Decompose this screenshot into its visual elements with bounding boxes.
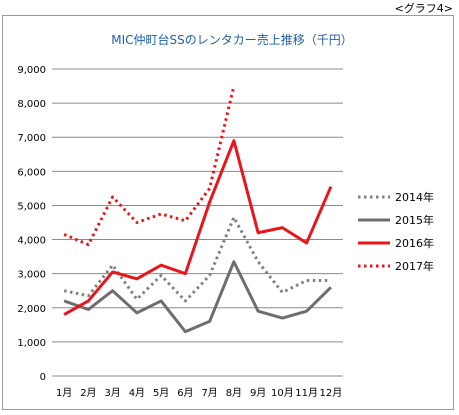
x-tick-label: 9月 [250, 387, 266, 399]
x-tick-label: 3月 [104, 387, 120, 399]
y-tick-label: 9,000 [17, 65, 46, 76]
x-tick-label: 4月 [129, 387, 145, 399]
y-tick-label: 7,000 [17, 133, 46, 144]
y-tick-label: 8,000 [17, 99, 46, 110]
x-tick-label: 2月 [80, 387, 96, 399]
y-tick-label: 5,000 [17, 201, 46, 212]
y-tick-label: 0 [40, 372, 46, 383]
y-axis-ticks: 0 1,000 2,000 3,000 4,000 5,000 6,000 7,000 8,00… [17, 65, 46, 383]
x-tick-label: 5月 [153, 387, 169, 399]
legend-label: 2017年 [395, 259, 434, 273]
legend-label: 2014年 [395, 190, 434, 204]
legend-label: 2015年 [395, 213, 434, 227]
x-tick-label: 10月 [271, 387, 294, 399]
y-tick-label: 1,000 [17, 338, 46, 349]
legend: 2014年 2015年 2016年 2017年 [358, 190, 434, 273]
y-tick-label: 6,000 [17, 167, 46, 178]
x-tick-label: 8月 [226, 387, 242, 399]
y-tick-label: 2,000 [17, 304, 46, 315]
y-tick-label: 3,000 [17, 270, 46, 281]
x-axis-ticks: 1月 2月 3月 4月 5月 6月 7月 8月 9月 10月 11月 12月 [56, 387, 342, 399]
series-line-2016年 [63, 139, 333, 316]
legend-label: 2016年 [395, 236, 434, 250]
x-tick-label: 12月 [320, 387, 343, 399]
series-line-2014年 [63, 215, 331, 303]
x-tick-label: 7月 [201, 387, 217, 399]
x-tick-label: 11月 [295, 387, 318, 399]
series-line-2015年 [63, 260, 332, 334]
grid-lines [52, 68, 343, 377]
x-tick-label: 1月 [56, 387, 72, 399]
x-tick-label: 6月 [177, 387, 193, 399]
chart-frame [2, 15, 454, 410]
series-line-2017年 [63, 85, 236, 247]
chart-title: MIC仲町台SSのレンタカー売上推移（千円） [111, 32, 353, 47]
y-tick-label: 4,000 [17, 236, 46, 247]
series-lines [63, 85, 333, 334]
figure-caption: <グラフ4> [394, 2, 453, 15]
